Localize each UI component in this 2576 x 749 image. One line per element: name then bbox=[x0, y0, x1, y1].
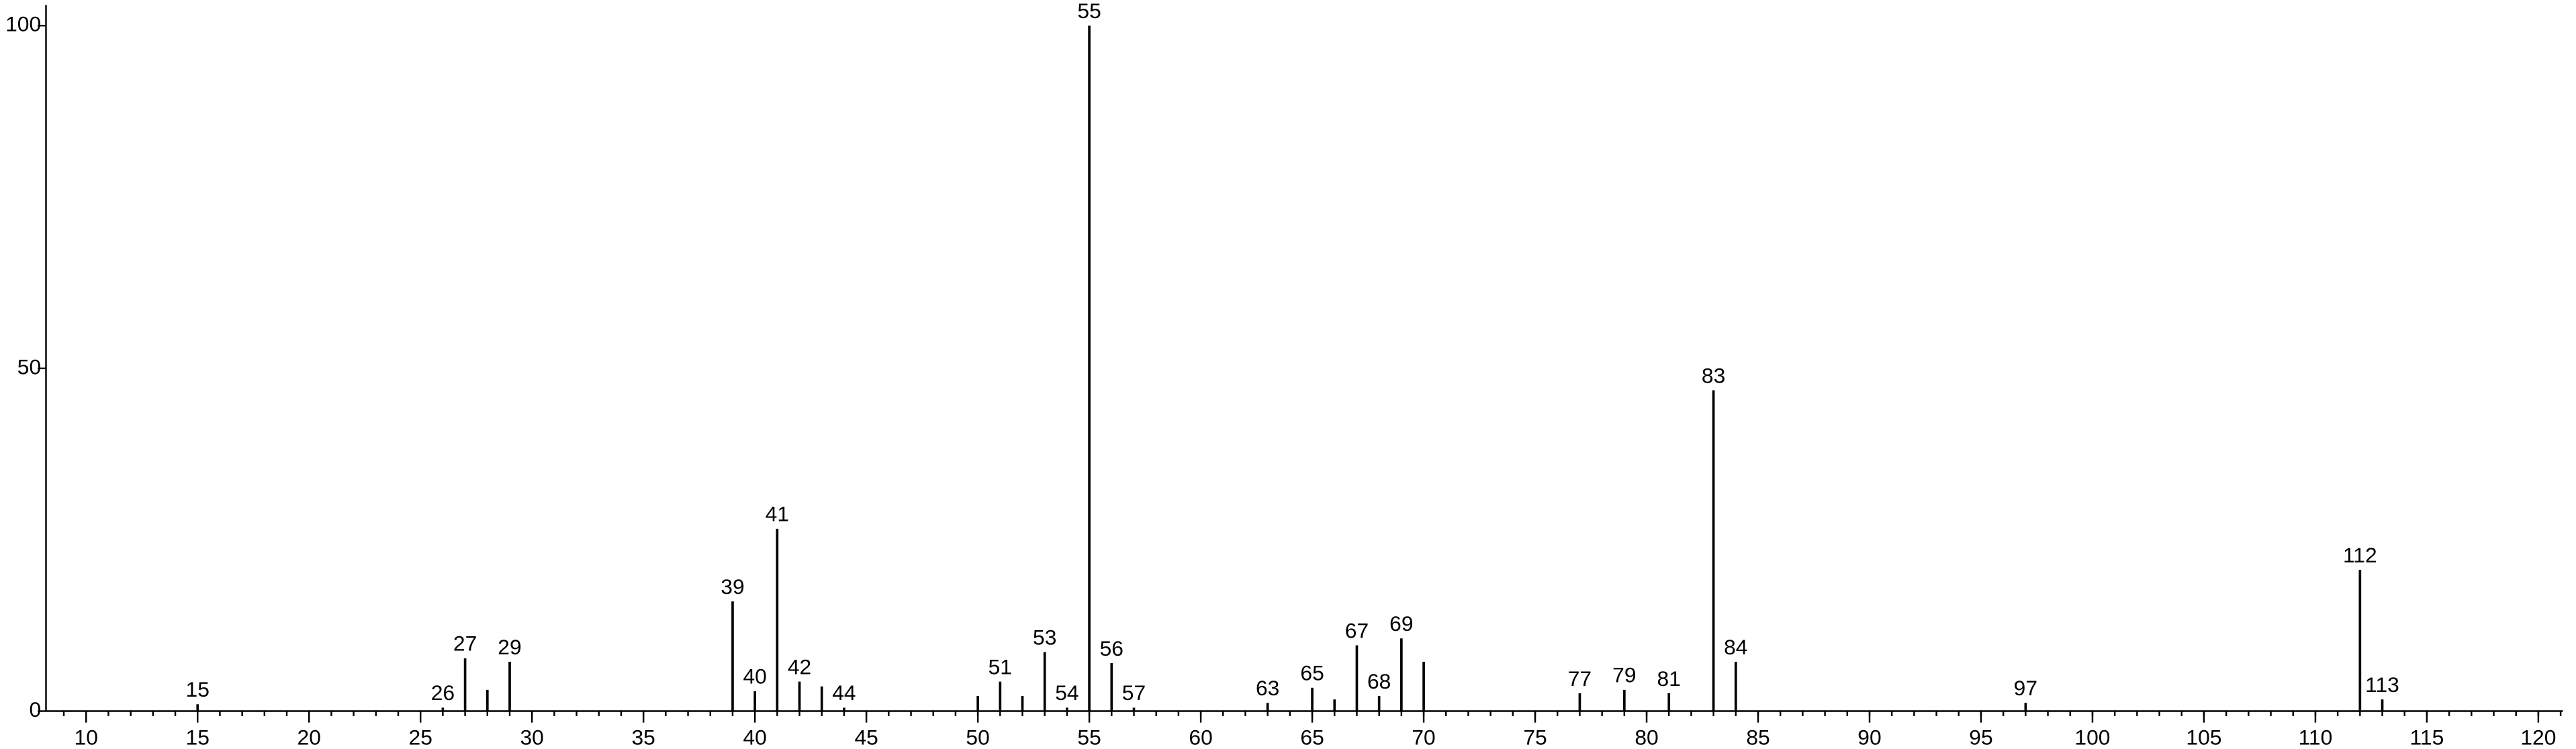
peak-label: 53 bbox=[1033, 626, 1056, 650]
x-tick-label: 35 bbox=[631, 726, 655, 749]
x-tick-label: 115 bbox=[2410, 726, 2444, 749]
peak-label: 57 bbox=[1122, 681, 1146, 705]
x-tick-label: 10 bbox=[75, 726, 98, 749]
peak-label: 79 bbox=[1612, 663, 1636, 687]
x-tick-label: 55 bbox=[1077, 726, 1101, 749]
y-tick-label: 50 bbox=[17, 354, 41, 379]
peak-label: 83 bbox=[1702, 363, 1725, 387]
peak-label: 81 bbox=[1657, 666, 1681, 691]
x-tick-label: 15 bbox=[186, 726, 210, 749]
x-tick-label: 95 bbox=[1969, 726, 1992, 749]
x-tick-label: 105 bbox=[2186, 726, 2221, 749]
x-tick-label: 110 bbox=[2299, 726, 2333, 749]
x-tick-label: 60 bbox=[1189, 726, 1212, 749]
x-tick-label: 45 bbox=[854, 726, 878, 749]
peak-label: 44 bbox=[832, 681, 856, 705]
x-tick-label: 100 bbox=[2074, 726, 2110, 749]
peak-label: 41 bbox=[766, 502, 789, 526]
peak-label: 67 bbox=[1345, 618, 1369, 642]
x-tick-label: 75 bbox=[1523, 726, 1547, 749]
peak-label: 29 bbox=[498, 635, 521, 659]
peak-label: 40 bbox=[743, 664, 766, 689]
peak-label: 51 bbox=[988, 654, 1012, 679]
peak-label: 77 bbox=[1568, 666, 1592, 691]
x-tick-label: 120 bbox=[2520, 726, 2556, 749]
x-tick-label: 80 bbox=[1635, 726, 1658, 749]
peak-label: 54 bbox=[1055, 681, 1078, 705]
x-tick-label: 50 bbox=[966, 726, 989, 749]
peak-label: 65 bbox=[1300, 661, 1324, 685]
y-tick-label: 100 bbox=[5, 12, 41, 36]
peak-label: 63 bbox=[1256, 676, 1279, 700]
peak-label: 69 bbox=[1389, 611, 1413, 636]
peak-label: 42 bbox=[788, 654, 811, 679]
peak-label: 39 bbox=[721, 575, 744, 599]
peak-label: 55 bbox=[1077, 0, 1101, 23]
peak-label: 27 bbox=[453, 632, 477, 656]
x-tick-label: 65 bbox=[1300, 726, 1324, 749]
x-tick-label: 25 bbox=[409, 726, 432, 749]
peak-label: 26 bbox=[431, 681, 455, 705]
x-tick-label: 40 bbox=[743, 726, 766, 749]
peak-label: 15 bbox=[186, 677, 210, 701]
peak-label: 97 bbox=[2014, 676, 2037, 700]
y-tick-label: 0 bbox=[29, 697, 41, 721]
x-tick-label: 85 bbox=[1746, 726, 1769, 749]
peak-label: 56 bbox=[1100, 636, 1123, 660]
peak-label: 84 bbox=[1724, 635, 1747, 659]
peak-label: 68 bbox=[1367, 669, 1391, 693]
peak-label: 113 bbox=[2365, 672, 2399, 697]
peak-label: 112 bbox=[2343, 543, 2377, 567]
x-tick-label: 30 bbox=[520, 726, 544, 749]
x-tick-label: 90 bbox=[1857, 726, 1881, 749]
x-tick-label: 70 bbox=[1412, 726, 1435, 749]
x-tick-label: 20 bbox=[297, 726, 321, 749]
